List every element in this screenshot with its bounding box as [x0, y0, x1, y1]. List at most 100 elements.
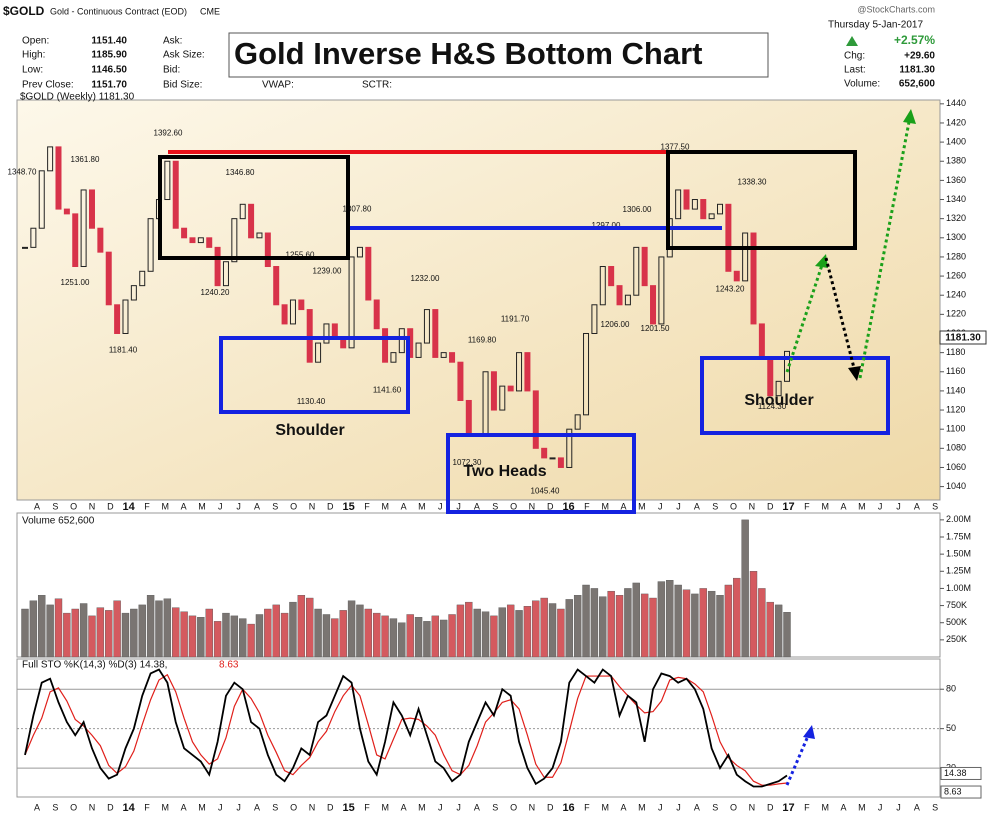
- x-tick-label: J: [236, 501, 241, 511]
- volume-bar: [565, 599, 573, 658]
- volume-bar: [331, 618, 339, 658]
- volume-bar: [172, 607, 180, 658]
- volume-bar: [716, 595, 724, 658]
- candle: [524, 352, 531, 392]
- y-tick-label: 1.75M: [946, 531, 971, 541]
- x-tick-label: S: [52, 501, 58, 511]
- price-annotation: 1191.70: [501, 315, 530, 324]
- x-tick-label: M: [638, 802, 646, 812]
- x-tick-label: A: [914, 501, 920, 511]
- volume-bar: [532, 600, 540, 658]
- x-tick-label: S: [272, 802, 278, 812]
- x-tick-label: S: [52, 802, 58, 812]
- candle: [775, 380, 782, 397]
- x-tick-label: J: [676, 501, 681, 511]
- volume-bar: [423, 621, 431, 658]
- x-tick-label: S: [272, 501, 278, 511]
- exchange: CME: [200, 6, 220, 16]
- candle: [139, 270, 146, 287]
- x-tick-label: J: [438, 501, 443, 511]
- volume-bar: [666, 580, 674, 658]
- x-tick-label: A: [621, 501, 627, 511]
- volume-bar: [733, 577, 741, 658]
- volume-bar: [783, 612, 791, 658]
- volume-bar: [481, 611, 490, 658]
- x-tick-label: D: [547, 501, 554, 511]
- price-annotation: 1255.60: [286, 250, 315, 259]
- candle: [356, 246, 363, 258]
- candle: [30, 227, 37, 248]
- candle: [591, 304, 598, 334]
- label: Prev Close:: [22, 80, 74, 91]
- volume-bar: [557, 608, 565, 658]
- volume-bar: [674, 584, 682, 658]
- volume-bar: [347, 600, 356, 658]
- price-annotation: 1297.00: [592, 221, 621, 230]
- y-tick-label: 1140: [946, 385, 965, 395]
- price-annotation: 1181.40: [109, 345, 138, 354]
- volume-bar: [414, 617, 423, 658]
- label: Ask Size:: [163, 50, 205, 61]
- last-tag: [939, 330, 987, 345]
- x-tick-label: M: [601, 501, 609, 511]
- price-annotation: 1243.20: [716, 284, 745, 293]
- y-tick-label: 750K: [946, 600, 967, 610]
- x-tick-label: M: [418, 501, 426, 511]
- x-tick-label: O: [510, 802, 517, 812]
- price-annotation: 1169.80: [468, 336, 497, 345]
- volume-bar: [682, 589, 691, 658]
- symbol: $GOLD: [3, 4, 45, 18]
- candle: [281, 304, 288, 325]
- candle: [733, 270, 740, 282]
- volume-bar: [163, 598, 172, 658]
- candle: [22, 246, 28, 249]
- price-annotation: 1045.40: [531, 487, 560, 496]
- x-tick-label: M: [821, 802, 829, 812]
- x-tick-label: M: [382, 501, 390, 511]
- candle: [97, 227, 104, 253]
- y-tick-label: 1280: [946, 251, 966, 261]
- volume-bar: [113, 600, 121, 658]
- value: 1151.40: [91, 36, 127, 47]
- y-tick-label: 1220: [946, 309, 966, 319]
- volume-bar: [406, 614, 414, 658]
- volume-bar: [607, 590, 615, 658]
- x-tick-label: M: [638, 501, 646, 511]
- label: High:: [22, 50, 45, 61]
- candle: [423, 309, 430, 344]
- y-tick-label: 80: [946, 684, 956, 694]
- volume-bar: [121, 612, 130, 658]
- volume-bar: [146, 595, 155, 658]
- label: Ask:: [163, 36, 182, 47]
- x-tick-label: J: [658, 501, 663, 511]
- label: Chg:: [844, 51, 865, 62]
- value: 1185.90: [91, 50, 127, 61]
- candle: [306, 309, 313, 363]
- candle: [557, 457, 564, 468]
- volume-bar: [222, 612, 230, 658]
- y-tick-label: 2.00M: [946, 514, 971, 524]
- x-tick-label: D: [327, 802, 334, 812]
- x-tick-label: N: [89, 501, 96, 511]
- price-annotation: 1201.50: [641, 324, 670, 333]
- candle: [708, 213, 715, 220]
- box: [158, 155, 350, 260]
- x-tick-label: O: [290, 802, 297, 812]
- candle: [449, 352, 456, 363]
- candle: [114, 304, 121, 334]
- chart-title: Gold Inverse H&S Bottom Chart: [234, 36, 703, 71]
- volume-bar: [624, 588, 632, 658]
- value: 652,600: [899, 79, 936, 90]
- volume-bar: [180, 611, 188, 658]
- volume-bar: [314, 608, 322, 658]
- candle: [264, 232, 271, 268]
- candle: [658, 256, 665, 325]
- volume-bar: [657, 581, 666, 658]
- volume-bar: [280, 612, 289, 658]
- volume-bar: [473, 608, 481, 658]
- box: [666, 150, 857, 250]
- volume-bar: [289, 601, 297, 658]
- candle: [122, 299, 129, 334]
- price-annotation: 1392.60: [154, 128, 183, 137]
- x-tick-label: N: [89, 802, 96, 812]
